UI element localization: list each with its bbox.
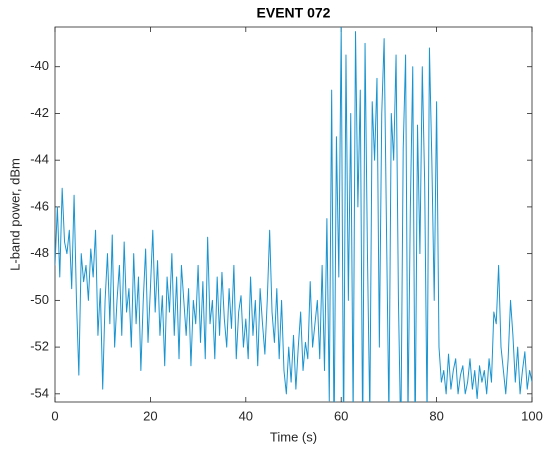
y-tick-label: -52 — [30, 339, 49, 354]
y-tick-label: -54 — [30, 385, 49, 400]
x-tick-label: 100 — [521, 408, 543, 423]
y-tick-label: -50 — [30, 292, 49, 307]
chart-title: EVENT 072 — [257, 5, 331, 21]
x-tick-label: 60 — [334, 408, 348, 423]
x-tick-label: 0 — [51, 408, 58, 423]
y-tick-label: -40 — [30, 58, 49, 73]
x-axis-label: Time (s) — [270, 429, 317, 444]
x-tick-label: 80 — [429, 408, 443, 423]
data-line — [55, 27, 532, 402]
y-tick-label: -42 — [30, 105, 49, 120]
y-tick-label: -48 — [30, 245, 49, 260]
x-tick-label: 20 — [143, 408, 157, 423]
y-tick-label: -44 — [30, 152, 49, 167]
y-axis-label: L-band power, dBm — [7, 158, 22, 271]
y-tick-label: -46 — [30, 198, 49, 213]
x-tick-label: 40 — [239, 408, 253, 423]
